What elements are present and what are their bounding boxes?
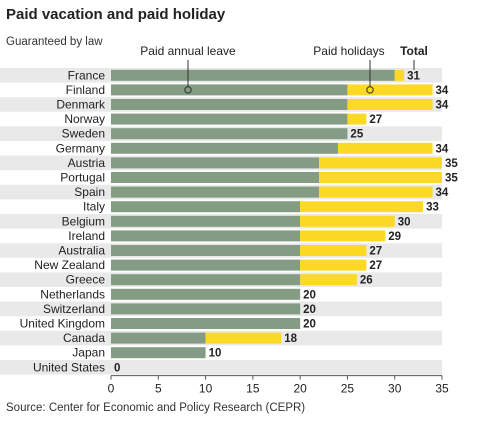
legend-total: Total <box>400 44 428 58</box>
bar-paid-annual-leave <box>111 186 320 198</box>
total-label: 27 <box>369 260 382 272</box>
category-label: Denmark <box>56 98 106 112</box>
bar-paid-annual-leave <box>111 303 301 315</box>
total-label: 30 <box>398 216 411 228</box>
bar-paid-annual-leave <box>111 215 301 227</box>
bar-paid-annual-leave <box>111 84 348 96</box>
bar-paid-annual-leave <box>111 288 301 300</box>
bar-paid-annual-leave <box>111 318 301 329</box>
x-tick-label: 35 <box>435 382 449 396</box>
bar-paid-annual-leave <box>111 142 338 154</box>
bar-paid-holidays <box>337 142 433 154</box>
category-label: Finland <box>66 83 105 97</box>
category-label: Ireland <box>68 229 105 243</box>
legend-pointer-dot <box>366 86 374 94</box>
bar-paid-holidays <box>300 201 424 213</box>
category-label: France <box>68 68 106 82</box>
total-label: 34 <box>436 187 449 199</box>
total-label: 27 <box>369 114 382 126</box>
category-label: United States <box>33 360 105 374</box>
chart-title: Paid vacation and paid holiday <box>6 6 226 23</box>
total-label: 26 <box>360 275 373 287</box>
total-label: 20 <box>303 319 316 331</box>
bar-paid-holidays <box>347 113 367 125</box>
total-label: 20 <box>303 289 316 301</box>
category-label: Sweden <box>62 127 105 141</box>
bar-paid-annual-leave <box>111 347 206 359</box>
bar-paid-holidays <box>319 172 442 183</box>
total-label: 18 <box>284 333 297 345</box>
bar-paid-holidays <box>300 215 395 227</box>
category-label: Switzerland <box>43 302 105 316</box>
x-tick-label: 20 <box>293 382 307 396</box>
category-label: Norway <box>64 112 105 126</box>
category-label: Spain <box>74 185 105 199</box>
category-label: Portugal <box>60 171 105 185</box>
bar-paid-annual-leave <box>111 113 348 125</box>
total-label: 34 <box>436 85 449 97</box>
x-tick-label: 25 <box>341 382 355 396</box>
total-label: 35 <box>445 158 458 170</box>
row-stripe <box>0 360 442 375</box>
category-label: Austria <box>68 156 106 170</box>
bar-paid-annual-leave <box>111 201 301 213</box>
bar-paid-annual-leave <box>111 332 206 344</box>
legend-paid-holidays: Paid holidays <box>313 44 384 58</box>
legend-pointer-dot <box>184 86 192 94</box>
total-label: 20 <box>303 304 316 316</box>
total-label: 29 <box>388 231 401 243</box>
category-label: Japan <box>72 346 105 360</box>
bar-paid-holidays <box>319 186 433 198</box>
total-label: 0 <box>114 362 120 374</box>
bar-paid-holidays <box>300 230 386 242</box>
bar-paid-annual-leave <box>111 157 320 169</box>
category-label: Belgium <box>62 214 105 228</box>
total-label: 35 <box>445 173 458 185</box>
category-label: Netherlands <box>40 287 105 301</box>
x-tick-label: 30 <box>388 382 402 396</box>
chart-subtitle: Guaranteed by law <box>6 36 103 48</box>
bar-paid-annual-leave <box>111 99 348 110</box>
total-label: 34 <box>436 143 449 155</box>
bar-paid-annual-leave <box>111 245 301 256</box>
bar-paid-annual-leave <box>111 274 301 286</box>
bar-paid-holidays <box>300 274 357 286</box>
bar-paid-annual-leave <box>111 172 320 183</box>
category-label: United Kingdom <box>20 317 105 331</box>
bar-paid-annual-leave <box>111 259 301 271</box>
legend-paid-annual-leave: Paid annual leave <box>140 44 236 58</box>
total-label: 10 <box>209 348 222 360</box>
bar-paid-holidays <box>205 332 282 344</box>
x-tick-label: 5 <box>155 382 162 396</box>
bar-paid-annual-leave <box>111 230 301 242</box>
category-label: Greece <box>66 273 106 287</box>
bar-paid-holidays <box>394 69 405 81</box>
bar-paid-annual-leave <box>111 69 395 81</box>
category-label: New Zealand <box>34 258 105 272</box>
category-label: Canada <box>63 331 105 345</box>
total-label: 33 <box>426 202 439 214</box>
category-label: Australia <box>58 244 105 258</box>
stacked-bar-chart: France 31 Finland 34 Denmark 34 Norway 27 Sweden… <box>0 44 458 396</box>
bar-paid-annual-leave <box>111 128 348 140</box>
x-tick-label: 10 <box>199 382 213 396</box>
bar-paid-holidays <box>319 157 442 169</box>
bar-paid-holidays <box>300 259 367 271</box>
bar-paid-holidays <box>347 99 433 110</box>
total-label: 34 <box>436 100 449 112</box>
category-label: Germany <box>56 141 105 155</box>
category-label: Italy <box>83 200 105 214</box>
source-note: Source: Center for Economic and Policy R… <box>6 402 306 414</box>
bar-paid-holidays <box>347 84 433 96</box>
total-label: 25 <box>350 129 363 141</box>
x-tick-label: 15 <box>246 382 260 396</box>
total-label: 27 <box>369 246 382 258</box>
x-tick-label: 0 <box>108 382 115 396</box>
total-label: 31 <box>407 70 420 82</box>
bar-paid-holidays <box>300 245 367 256</box>
